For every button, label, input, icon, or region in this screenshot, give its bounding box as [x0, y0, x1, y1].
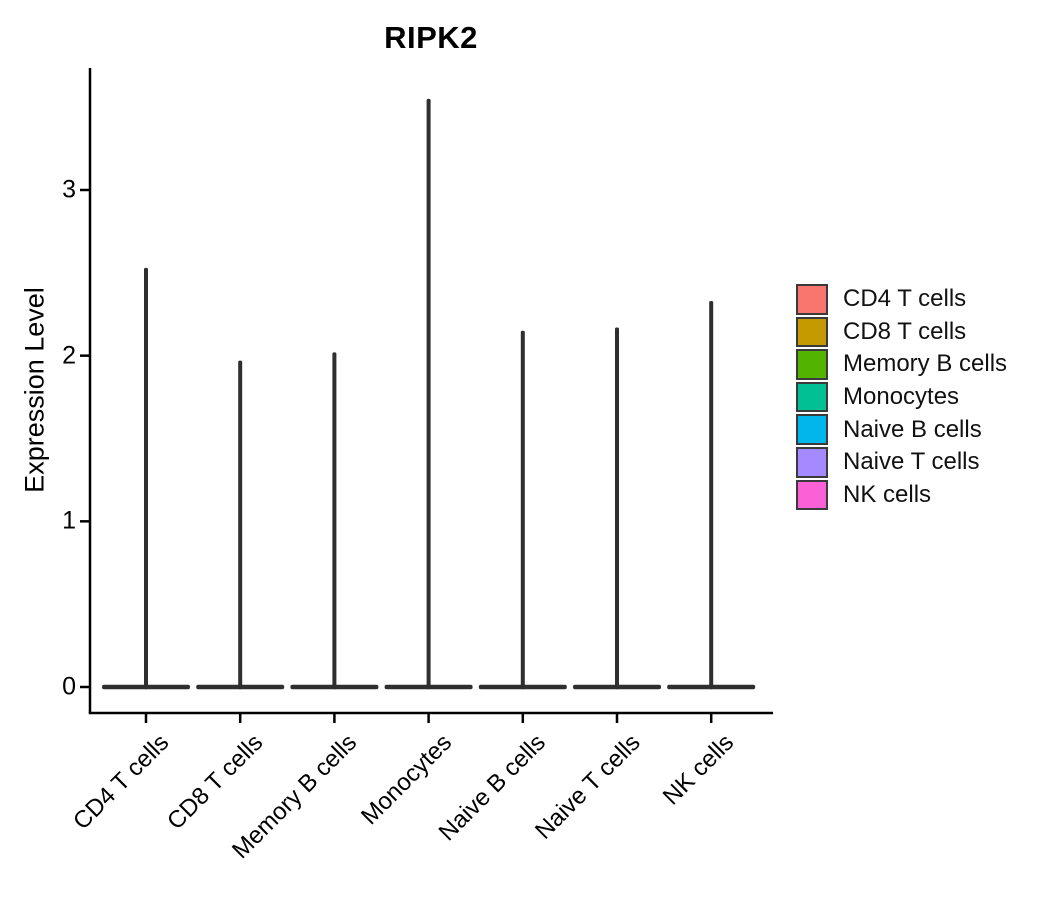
y-tick-label: 2: [62, 341, 76, 370]
legend: CD4 T cells CD8 T cells Memory B cells Mono…: [796, 283, 1007, 511]
y-tick-label: 1: [62, 506, 76, 535]
violin-spike-naive-t-cells: [615, 327, 619, 690]
y-tick-label: 0: [62, 672, 76, 701]
chart-title: RIPK2: [384, 20, 478, 55]
violin-base-nk-cells: [667, 684, 756, 690]
legend-label: Naive B cells: [843, 415, 982, 443]
legend-swatch: [796, 479, 828, 511]
legend-label: Naive T cells: [843, 448, 980, 476]
legend-label: Memory B cells: [843, 350, 1008, 378]
violin-base-cd4-t-cells: [102, 684, 190, 690]
violin-spike-cd4-t-cells: [144, 267, 148, 690]
violin-base-memory-b-cells: [290, 684, 379, 690]
legend-item: NK cells: [796, 479, 1007, 512]
violin-base-cd8-t-cells: [196, 684, 285, 690]
legend-swatch: [796, 381, 828, 413]
legend-swatch: [796, 349, 828, 380]
legend-item: CD4 T cells: [796, 283, 1007, 316]
legend-item: CD8 T cells: [796, 316, 1007, 349]
legend-item: Naive B cells: [796, 413, 1007, 446]
legend-swatch: [796, 447, 828, 478]
legend-swatch: [796, 284, 828, 315]
legend-swatch: [796, 414, 828, 445]
legend-label: CD8 T cells: [843, 317, 967, 345]
violin-spike-memory-b-cells: [332, 352, 337, 690]
legend-item: Memory B cells: [796, 348, 1007, 381]
y-axis-title: Expression Level: [19, 287, 50, 493]
violin-spike-cd8-t-cells: [238, 360, 243, 690]
legend-label: NK cells: [843, 480, 932, 508]
violin-spike-naive-b-cells: [520, 330, 525, 690]
y-tick-label: 3: [62, 175, 76, 204]
violin-base-naive-b-cells: [478, 684, 567, 690]
violin-base-naive-t-cells: [573, 684, 661, 690]
legend-label: CD4 T cells: [843, 285, 967, 313]
legend-label: Monocytes: [843, 383, 960, 411]
legend-swatch: [796, 316, 828, 348]
legend-item: Naive T cells: [796, 446, 1007, 479]
legend-item: Monocytes: [796, 381, 1007, 414]
violin-spike-nk-cells: [709, 300, 714, 690]
violin-base-monocytes: [384, 684, 473, 690]
violin-spike-monocytes: [426, 98, 431, 690]
